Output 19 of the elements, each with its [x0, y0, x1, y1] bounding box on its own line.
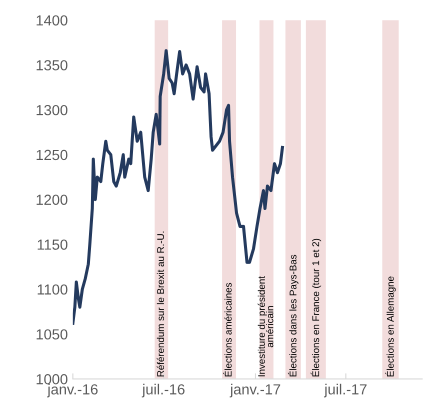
y-tick-label: 1100: [38, 284, 68, 295]
y-tick-label: 1000: [36, 374, 68, 384]
band-label: Investiture du président américain: [258, 276, 274, 376]
band-label: Élections en France (tour 1 et 2): [310, 238, 322, 376]
y-tick-label: 1050: [36, 329, 68, 340]
y-tick-label: 1200: [36, 194, 68, 205]
x-tick-label: juil.-17: [324, 384, 367, 398]
y-tick-label: 1250: [36, 150, 68, 160]
x-tick-label: juil.-16: [142, 384, 185, 398]
band-label: Élections américaines: [223, 282, 232, 376]
band-label: Référendum sur le Brexit au R.-U.: [156, 232, 164, 376]
band-label: Élections dans les Pays-Bas: [288, 254, 298, 376]
y-tick-label: 1350: [36, 60, 68, 70]
y-tick-label: 1300: [36, 104, 68, 116]
y-tick-label: 1400: [36, 15, 68, 26]
x-tick-label: janv.-17: [230, 384, 280, 398]
band-label: Élections en Allemagne: [385, 276, 396, 376]
y-tick-label: 1150: [38, 239, 68, 250]
x-tick-label: janv.-16: [47, 384, 98, 398]
